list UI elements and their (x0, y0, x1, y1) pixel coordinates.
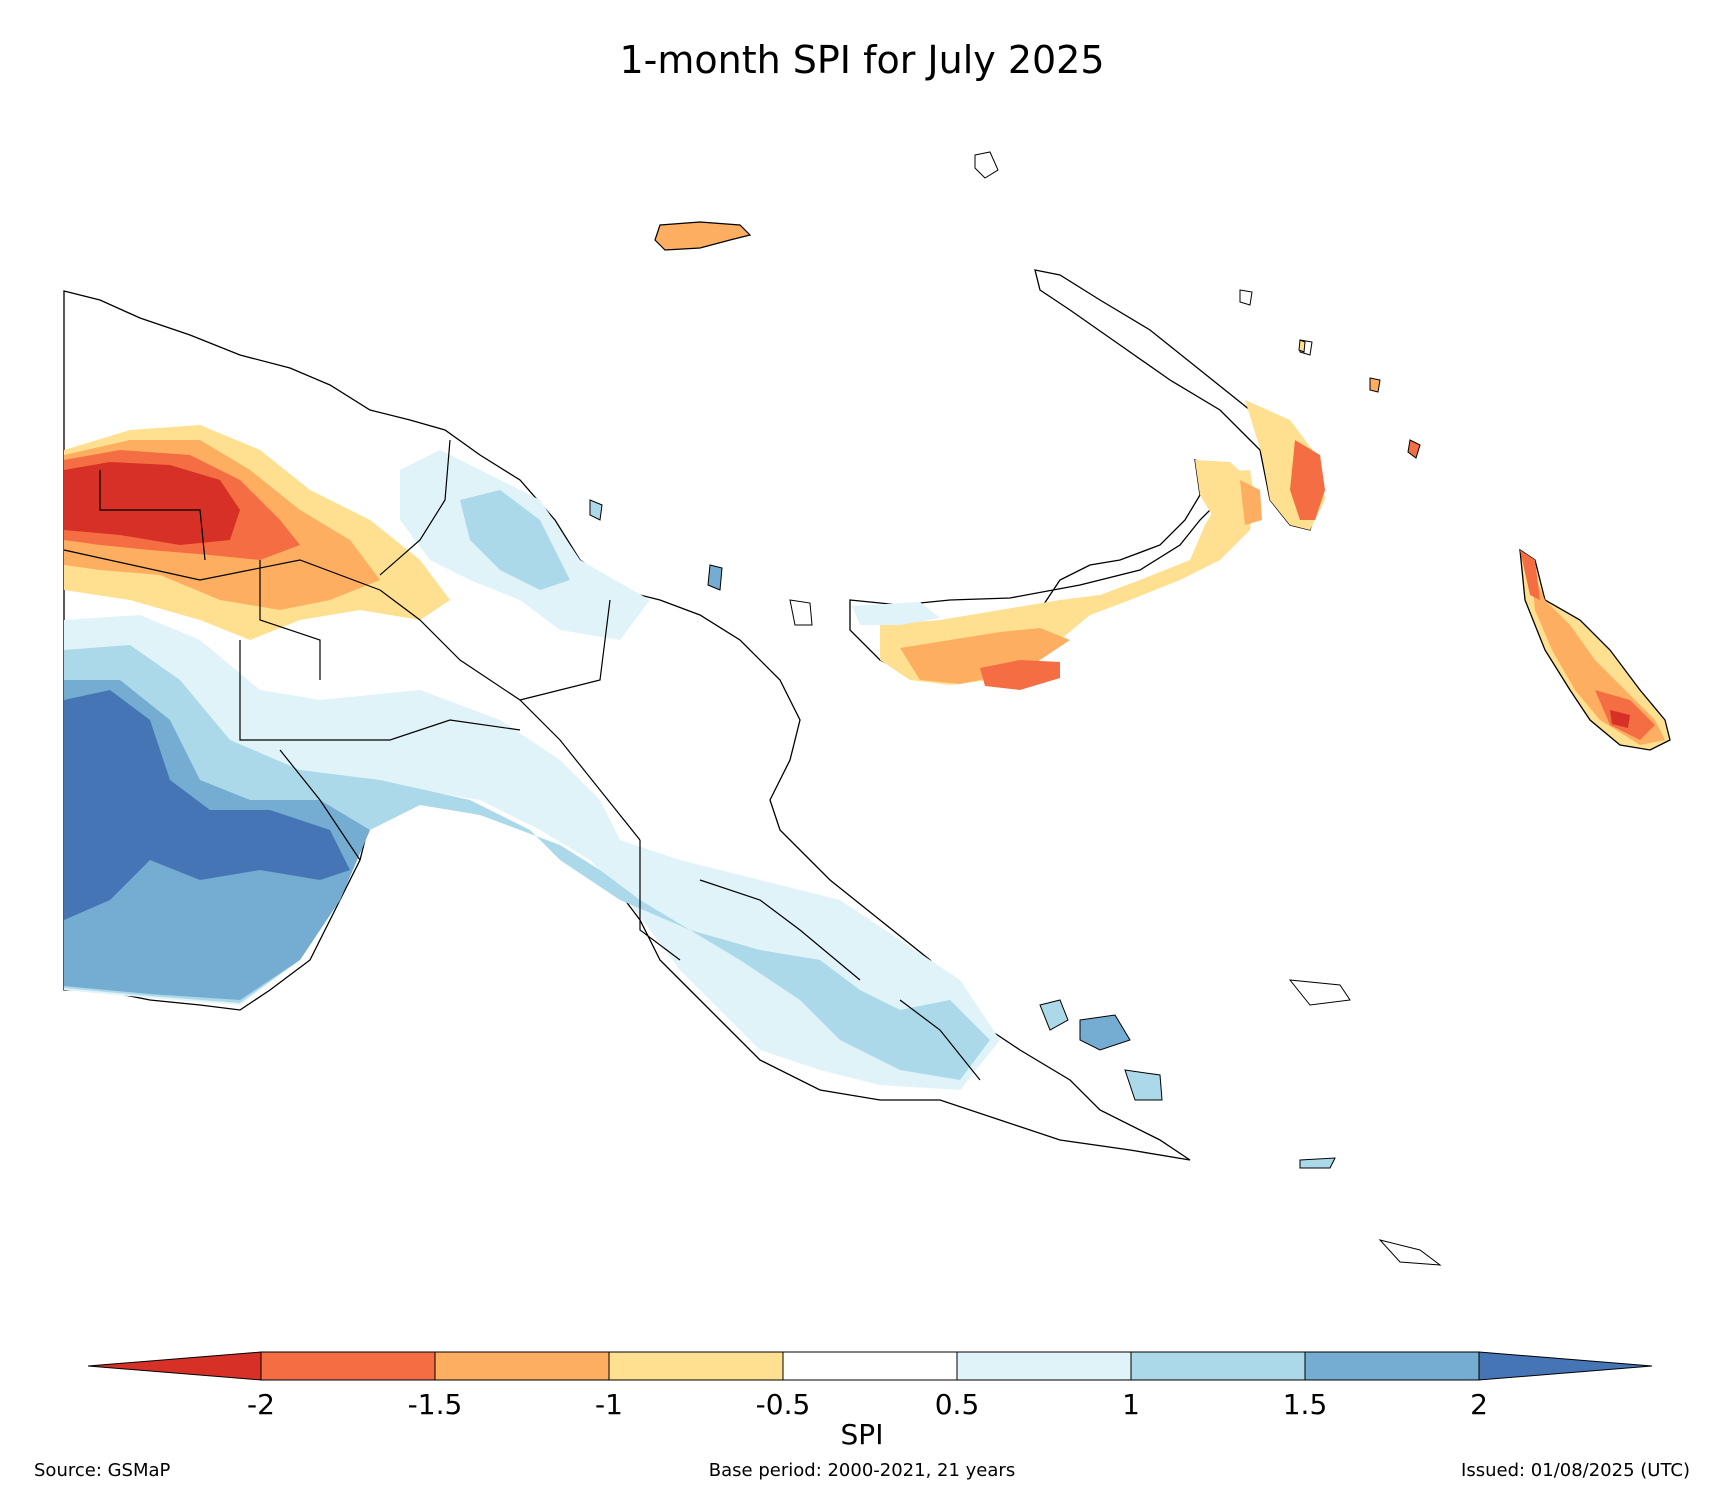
colorbar-tick-label: -2 (247, 1388, 275, 1421)
colorbar-bin-1 (260, 1351, 436, 1381)
bougainville (1519, 548, 1671, 751)
goodenough-island (1039, 999, 1069, 1031)
source-note: Source: GSMaP (34, 1460, 171, 1481)
colorbar-bin-2 (434, 1351, 610, 1381)
northern-islets (589, 151, 1421, 626)
new-britain-dry-0.5 (880, 470, 1255, 685)
bougainville-dry-1 (1530, 565, 1665, 745)
new-britain-dry-1.5 (980, 660, 1060, 690)
map-title: 1-month SPI for July 2025 (619, 38, 1105, 82)
colorbar-extend-high (1478, 1351, 1653, 1381)
manus-base (654, 221, 752, 251)
fergusson-island (1124, 1069, 1163, 1101)
colorbar-tick-label: 1 (1122, 1388, 1140, 1421)
colorbar-bin-4 (782, 1351, 958, 1381)
spi-zone-wet-2 (64, 690, 350, 920)
new-britain-west-blue (852, 602, 940, 625)
colorbar-bin-6 (1130, 1351, 1306, 1381)
mainland (63, 290, 1191, 1161)
province-borders (63, 439, 981, 1081)
colorbar-title: SPI (840, 1418, 884, 1451)
colorbar-tick-label: -0.5 (755, 1388, 811, 1421)
new-britain-dry-1 (900, 628, 1070, 684)
normanby-island (1079, 1014, 1131, 1051)
spi-zone-wet-north-2 (460, 490, 570, 590)
new-britain-east-dry-2 (1240, 480, 1262, 525)
issued-note: Issued: 01/08/2025 (UTC) (1461, 1460, 1690, 1481)
colorbar-tick-label: 1.5 (1282, 1388, 1328, 1421)
colorbar-extend-low (87, 1351, 262, 1381)
new-ireland (1034, 269, 1325, 531)
colorbar-tick-label: -1.5 (407, 1388, 463, 1421)
base-period-note: Base period: 2000-2021, 21 years (708, 1460, 1016, 1481)
rossel-island (1378, 1239, 1442, 1266)
spi-zone-wet-1 (64, 645, 990, 1080)
new-britain (849, 458, 1262, 690)
colorbar-tick-label: 2 (1470, 1388, 1488, 1421)
colorbar-bin-3 (608, 1351, 784, 1381)
woodlark-island (1288, 979, 1351, 1006)
spi-zone-dry-2 (64, 462, 240, 545)
bougainville-dry-1.5 (1520, 550, 1655, 740)
colorbar-bin-7 (1304, 1351, 1480, 1381)
colorbar-bin-5 (956, 1351, 1132, 1381)
colorbar-tick-label: 0.5 (934, 1388, 980, 1421)
colorbar (87, 1351, 1653, 1381)
colorbar-tick-label: -1 (595, 1388, 623, 1421)
manus-island (654, 221, 752, 251)
milne-bay-islands (1039, 979, 1442, 1266)
misima-island (1299, 1157, 1336, 1169)
new-ireland-dry-1.5 (1290, 440, 1325, 520)
bougainville-dry-2 (1610, 710, 1630, 728)
